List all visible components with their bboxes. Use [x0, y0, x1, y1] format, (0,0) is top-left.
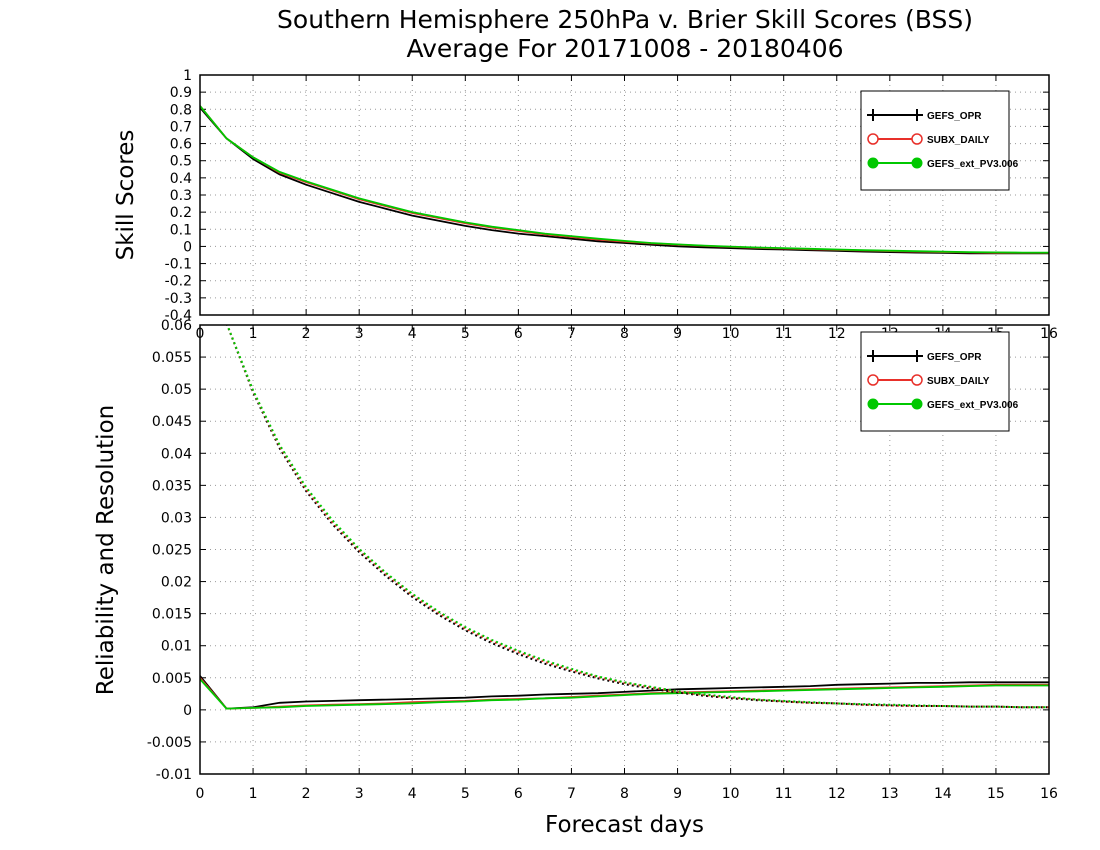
y-tick-label: 0 — [183, 239, 192, 255]
y-tick-label: -0.005 — [147, 735, 192, 751]
y-tick-label: -0.4 — [165, 308, 192, 324]
x-tick-label: 5 — [461, 326, 470, 342]
legend-marker-filled-circle — [911, 157, 923, 169]
legend-marker-filled-circle — [867, 398, 879, 410]
x-tick-label: 2 — [302, 326, 311, 342]
skill-scores-panel: 012345678910111213141516-0.4-0.3-0.2-0.1… — [113, 68, 1058, 342]
legend-label: SUBX_DAILY — [927, 135, 990, 146]
x-tick-label: 9 — [673, 326, 682, 342]
x-tick-label: 4 — [408, 786, 417, 802]
y-tick-label: 0.8 — [170, 102, 192, 118]
x-tick-label: 12 — [828, 786, 846, 802]
y-tick-label: 0.02 — [161, 575, 192, 591]
y-tick-label: 0.01 — [161, 639, 192, 655]
x-tick-label: 8 — [620, 326, 629, 342]
x-tick-label: 8 — [620, 786, 629, 802]
y-tick-label: 0.2 — [170, 205, 192, 221]
gefs-ext-pv3-006-solid-line — [200, 678, 1049, 710]
legend-marker-filled-circle — [911, 398, 923, 410]
legend-marker-filled-circle — [867, 157, 879, 169]
plot-frame — [199, 324, 1050, 775]
legend-box — [860, 90, 1010, 191]
chart-title-line1: Southern Hemisphere 250hPa v. Brier Skil… — [277, 5, 973, 34]
x-tick-label: 14 — [934, 786, 952, 802]
reliability-resolution-panel: 0 1 2 3 4 5 6 7 8 9 10 11 12 13 14 15 16-0.01-0.00500.00… — [93, 318, 1058, 838]
y-tick-label: 0.045 — [152, 414, 192, 430]
y-axis-title: Skill Scores — [113, 130, 139, 261]
legend-label: GEFS_OPR — [927, 111, 982, 122]
x-tick-label: 3 — [355, 326, 364, 342]
y-tick-label: 0.06 — [161, 318, 192, 334]
y-tick-label: -0.3 — [165, 291, 192, 307]
y-tick-label: 0.025 — [152, 543, 192, 559]
y-tick-label: 0.9 — [170, 85, 192, 101]
legend-marker-open-circle — [867, 133, 879, 145]
y-axis-title: Reliability and Resolution — [93, 405, 119, 695]
x-tick-label: 6 — [514, 786, 523, 802]
x-axis-title: Forecast days — [545, 812, 704, 838]
y-tick-label: 0.035 — [152, 478, 192, 494]
y-tick-label: 0.4 — [170, 171, 192, 187]
x-tick-label: 12 — [828, 326, 846, 342]
x-tick-label: 5 — [461, 786, 470, 802]
y-tick-label: 0.04 — [161, 446, 192, 462]
x-tick-label: 3 — [355, 786, 364, 802]
legend-marker-open-circle — [867, 374, 879, 386]
x-tick-label: 10 — [722, 786, 740, 802]
y-tick-label: 0.5 — [170, 154, 192, 170]
x-tick-label: 13 — [881, 786, 899, 802]
y-tick-label: -0.01 — [156, 767, 192, 783]
x-tick-label: 11 — [775, 786, 793, 802]
x-tick-label: 1 — [249, 326, 258, 342]
x-tick-label: 7 — [567, 326, 576, 342]
x-tick-label: 16 — [1040, 786, 1058, 802]
y-tick-label: 0.7 — [170, 119, 192, 135]
legend-label: SUBX_DAILY — [927, 376, 990, 387]
y-tick-label: 0.015 — [152, 607, 192, 623]
x-tick-label: 0 — [196, 786, 205, 802]
y-tick-label: -0.2 — [165, 274, 192, 290]
x-tick-label: 9 — [673, 786, 682, 802]
chart-title-line2: Average For 20171008 - 20180406 — [406, 34, 843, 63]
x-tick-label: 11 — [775, 326, 793, 342]
legend-label: GEFS_ext_PV3.006 — [927, 400, 1019, 411]
legend-box — [860, 331, 1010, 432]
y-tick-label: 1 — [183, 68, 192, 84]
legend-marker-open-circle — [911, 374, 923, 386]
y-tick-label: 0.03 — [161, 510, 192, 526]
y-tick-label: -0.1 — [165, 257, 192, 273]
legend-label: GEFS_OPR — [927, 352, 982, 363]
x-tick-label: 7 — [567, 786, 576, 802]
gefs-ext-pv3-006-solid-line — [200, 105, 1049, 254]
x-tick-label: 2 — [302, 786, 311, 802]
x-tick-label: 10 — [722, 326, 740, 342]
x-tick-label: 15 — [987, 786, 1005, 802]
y-tick-label: 0.6 — [170, 137, 192, 153]
y-tick-label: 0.005 — [152, 671, 192, 687]
gefs-opr-solid-line — [200, 675, 1049, 710]
legend-marker-open-circle — [911, 133, 923, 145]
y-tick-label: 0.1 — [170, 222, 192, 238]
legend-label: GEFS_ext_PV3.006 — [927, 159, 1019, 170]
plot-frame — [199, 74, 1050, 316]
x-tick-label: 6 — [514, 326, 523, 342]
y-tick-label: 0 — [183, 703, 192, 719]
y-tick-label: 0.3 — [170, 188, 192, 204]
gefs-opr-solid-line — [200, 107, 1049, 255]
y-tick-label: 0.055 — [152, 350, 192, 366]
x-tick-label: 1 — [249, 786, 258, 802]
x-tick-label: 4 — [408, 326, 417, 342]
y-tick-label: 0.05 — [161, 382, 192, 398]
